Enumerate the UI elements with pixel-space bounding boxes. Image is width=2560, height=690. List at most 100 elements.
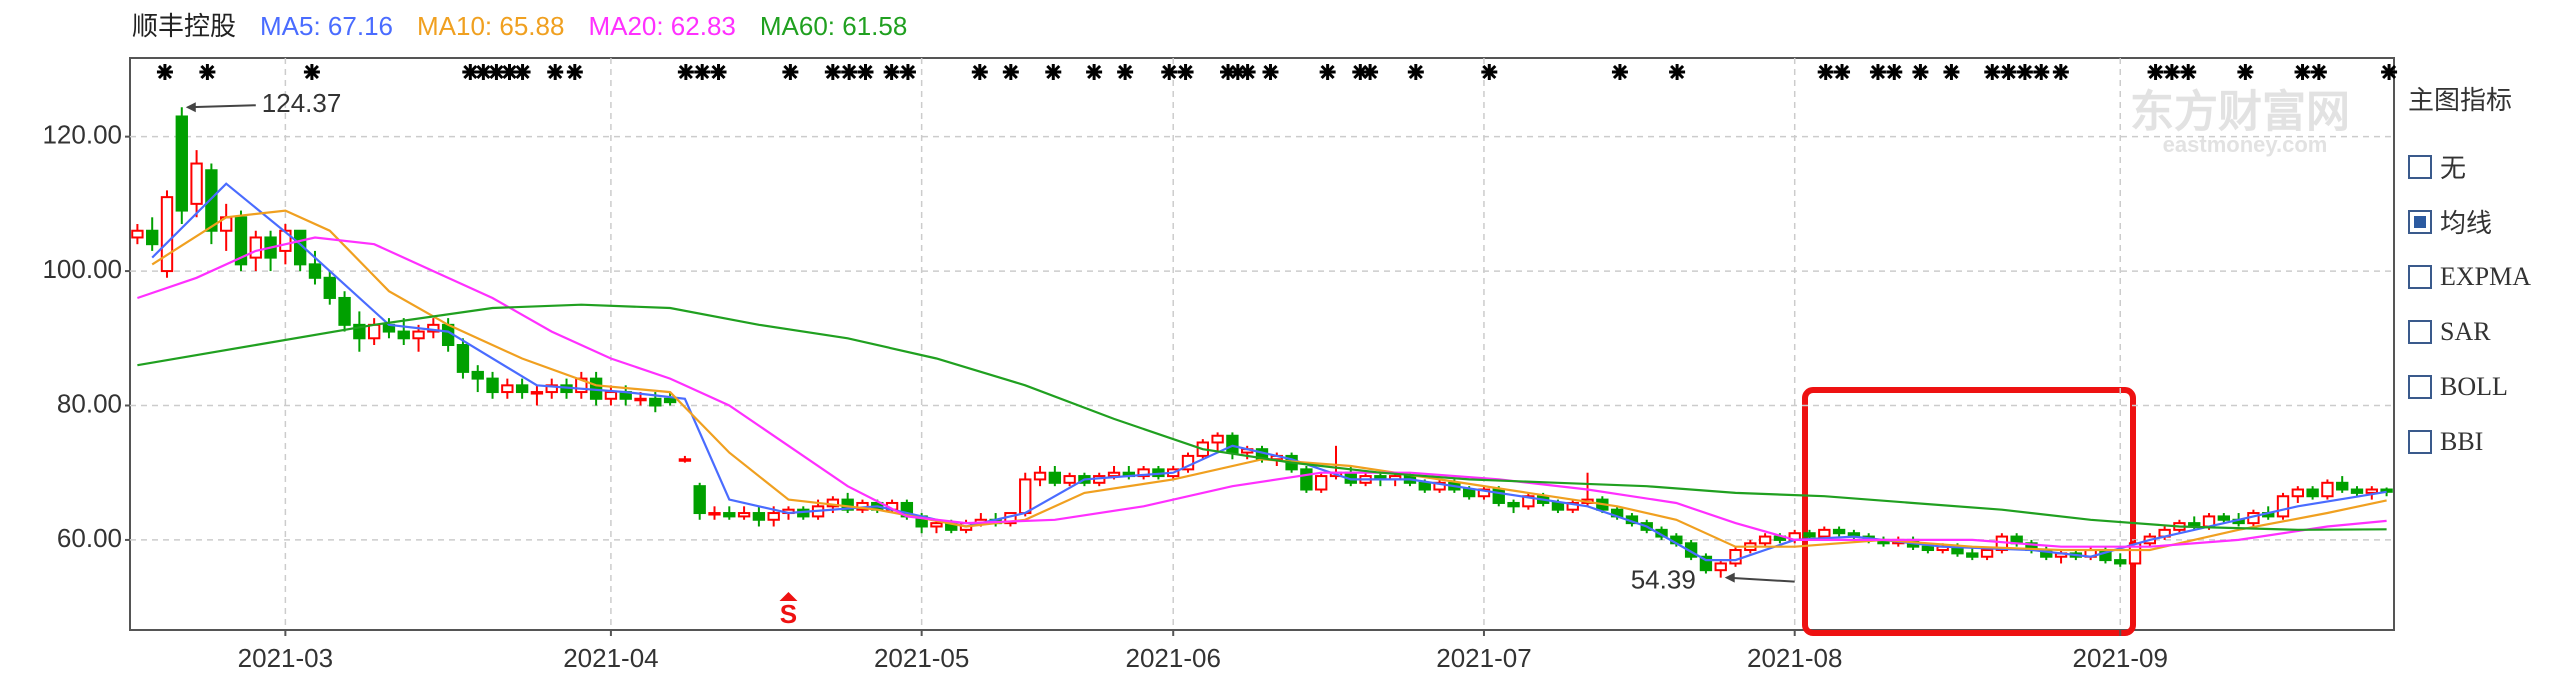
- event-marker: [2052, 64, 2069, 80]
- checkbox[interactable]: [2408, 264, 2432, 289]
- event-marker: [2147, 64, 2164, 80]
- event-marker: [1834, 64, 1851, 80]
- candle-body: [2350, 488, 2364, 494]
- candle-body: [2114, 559, 2127, 565]
- candle-body: [2365, 488, 2378, 494]
- event-marker-stroke: [1408, 64, 1423, 80]
- candle-body: [323, 276, 336, 299]
- legend-entry: MA5: 67.16: [260, 11, 393, 41]
- candle-body: [723, 512, 736, 518]
- event-marker: [1161, 64, 1178, 80]
- y-tick-label: 80.00: [57, 388, 122, 418]
- event-marker-stroke: [825, 64, 840, 80]
- candle-body: [1832, 528, 1846, 535]
- event-marker-stroke: [678, 64, 693, 80]
- legend-entry: MA60: 61.58: [760, 11, 907, 41]
- event-marker-stroke: [858, 64, 873, 80]
- candle-body: [708, 512, 721, 516]
- checkbox[interactable]: [2408, 209, 2432, 234]
- event-marker: [2163, 64, 2180, 80]
- event-marker: [199, 64, 216, 80]
- event-marker-stroke: [842, 64, 857, 80]
- event-marker: [1045, 64, 1062, 80]
- event-marker: [1611, 64, 1628, 80]
- event-marker-stroke: [1162, 64, 1177, 80]
- candle-body: [205, 169, 218, 232]
- candle-body: [1033, 471, 1047, 481]
- candle-body: [2321, 481, 2334, 498]
- candle-body: [190, 162, 203, 205]
- candle-body: [530, 391, 544, 395]
- indicator-option[interactable]: EXPMA: [2408, 249, 2558, 304]
- candle-body: [234, 216, 248, 266]
- candle-body: [397, 330, 410, 340]
- x-tick-label: 2021-03: [238, 643, 333, 673]
- x-tick-label: 2021-04: [563, 643, 658, 673]
- event-marker-stroke: [200, 64, 215, 80]
- ma-line: [151, 209, 2387, 552]
- event-marker-stroke: [2164, 64, 2179, 80]
- annotation-arrowhead: [1724, 572, 1735, 583]
- candle-body: [1462, 488, 1476, 498]
- candle-body: [752, 512, 766, 521]
- event-marker: [1352, 64, 1369, 80]
- candle-body: [1699, 555, 1713, 572]
- indicator-option[interactable]: BBI: [2408, 414, 2558, 469]
- option-label: EXPMA: [2440, 261, 2532, 291]
- event-marker: [2310, 64, 2327, 80]
- event-marker: [1869, 64, 1886, 80]
- highlight-box: [1802, 387, 2136, 636]
- candle-body: [1551, 501, 1565, 511]
- event-marker-stroke: [548, 64, 563, 80]
- event-marker-stroke: [567, 64, 582, 80]
- candle-body: [1714, 562, 1727, 572]
- event-marker-stroke: [1046, 64, 1061, 80]
- candle-body: [2380, 488, 2393, 493]
- event-marker-stroke: [783, 64, 798, 80]
- event-marker: [710, 64, 727, 80]
- event-marker: [2000, 64, 2017, 80]
- event-marker-stroke: [1482, 64, 1497, 80]
- event-marker: [1117, 64, 1134, 80]
- checkbox[interactable]: [2408, 429, 2432, 454]
- candle-body: [353, 323, 366, 340]
- event-marker-stroke: [1913, 64, 1928, 80]
- candle-body: [1477, 488, 1491, 498]
- event-marker: [2381, 64, 2398, 80]
- indicator-option[interactable]: SAR: [2408, 304, 2558, 359]
- event-marker: [1912, 64, 1929, 80]
- checkbox[interactable]: [2408, 374, 2432, 399]
- event-marker: [2294, 64, 2311, 80]
- event-marker-stroke: [157, 64, 172, 80]
- indicator-option[interactable]: 无: [2408, 139, 2558, 194]
- event-marker-stroke: [1870, 64, 1886, 80]
- event-marker-stroke: [1320, 64, 1335, 80]
- candle-body: [634, 397, 647, 402]
- event-marker: [1817, 64, 1834, 80]
- chart: 东方财富网 eastmoney.com 60.00 80.00 100.00 120.…: [42, 11, 2398, 673]
- event-marker: [1002, 64, 1019, 80]
- event-marker: [899, 64, 916, 80]
- event-marker-stroke: [711, 64, 726, 80]
- event-marker-stroke: [1118, 64, 1133, 80]
- checkbox[interactable]: [2408, 154, 2432, 179]
- candle-body: [693, 485, 706, 515]
- checkbox[interactable]: [2408, 319, 2432, 344]
- event-marker: [488, 64, 505, 80]
- candle-body: [575, 377, 588, 394]
- candle-body: [737, 512, 751, 518]
- event-marker-stroke: [2017, 64, 2032, 80]
- candle-body: [767, 512, 780, 521]
- x-tick-label: 2021-08: [1747, 643, 1842, 673]
- candle-body: [515, 384, 529, 394]
- candle-body: [456, 344, 470, 373]
- candle-body: [1522, 495, 1535, 508]
- indicator-option[interactable]: BOLL: [2408, 359, 2558, 414]
- candle-body: [1211, 434, 1224, 444]
- indicator-option[interactable]: 均线: [2408, 194, 2558, 249]
- event-marker-stroke: [2295, 64, 2310, 80]
- event-marker: [1886, 64, 1903, 80]
- candle-body: [649, 397, 662, 407]
- candle-body: [2306, 488, 2319, 498]
- ma-line: [151, 182, 2387, 562]
